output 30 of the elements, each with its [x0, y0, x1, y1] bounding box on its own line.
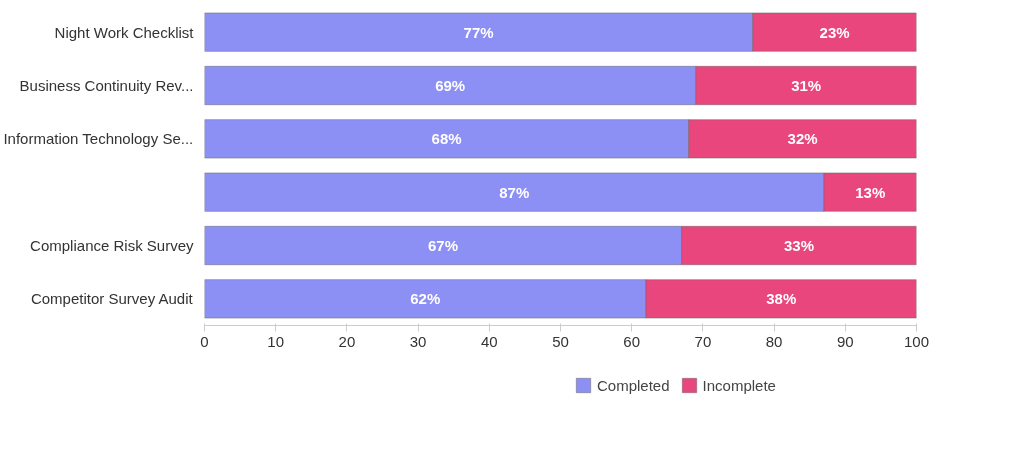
x-tick-label: 0	[200, 332, 209, 350]
y-tick-label: Competitor Survey Audit	[30, 290, 194, 308]
x-tick-label: 80	[765, 332, 783, 350]
x-tick-label: 90	[836, 332, 854, 350]
data-label: 67%	[428, 237, 459, 254]
x-tick-label: 20	[338, 332, 356, 350]
data-label: 33%	[784, 237, 815, 254]
x-tick-label: 40	[480, 332, 498, 350]
x-tick-label: 50	[552, 332, 569, 350]
data-label: 32%	[787, 130, 818, 148]
legend-label: Incomplete	[702, 376, 776, 394]
data-label: 13%	[855, 183, 886, 201]
data-label: 69%	[435, 77, 466, 94]
data-label: 38%	[766, 290, 797, 308]
x-tick-label: 60	[623, 332, 641, 350]
y-tick-label: Compliance Risk Survey	[30, 237, 194, 254]
y-tick-label: Business Continuity Rev...	[19, 77, 194, 94]
data-label: 68%	[431, 130, 462, 148]
data-label: 77%	[463, 23, 494, 41]
data-label: 87%	[499, 183, 530, 201]
y-tick-label: Night Work Checklist	[54, 23, 195, 41]
data-label: 23%	[819, 23, 850, 41]
x-tick-label: 10	[267, 332, 285, 350]
data-label: 31%	[791, 77, 822, 94]
legend-label: Completed	[597, 376, 670, 394]
x-tick-label: 30	[409, 332, 427, 350]
x-tick-label: 70	[694, 332, 712, 350]
data-label: 62%	[410, 290, 441, 308]
y-tick-label: Information Technology Se...	[3, 130, 194, 148]
x-tick-label: 100	[903, 332, 930, 350]
